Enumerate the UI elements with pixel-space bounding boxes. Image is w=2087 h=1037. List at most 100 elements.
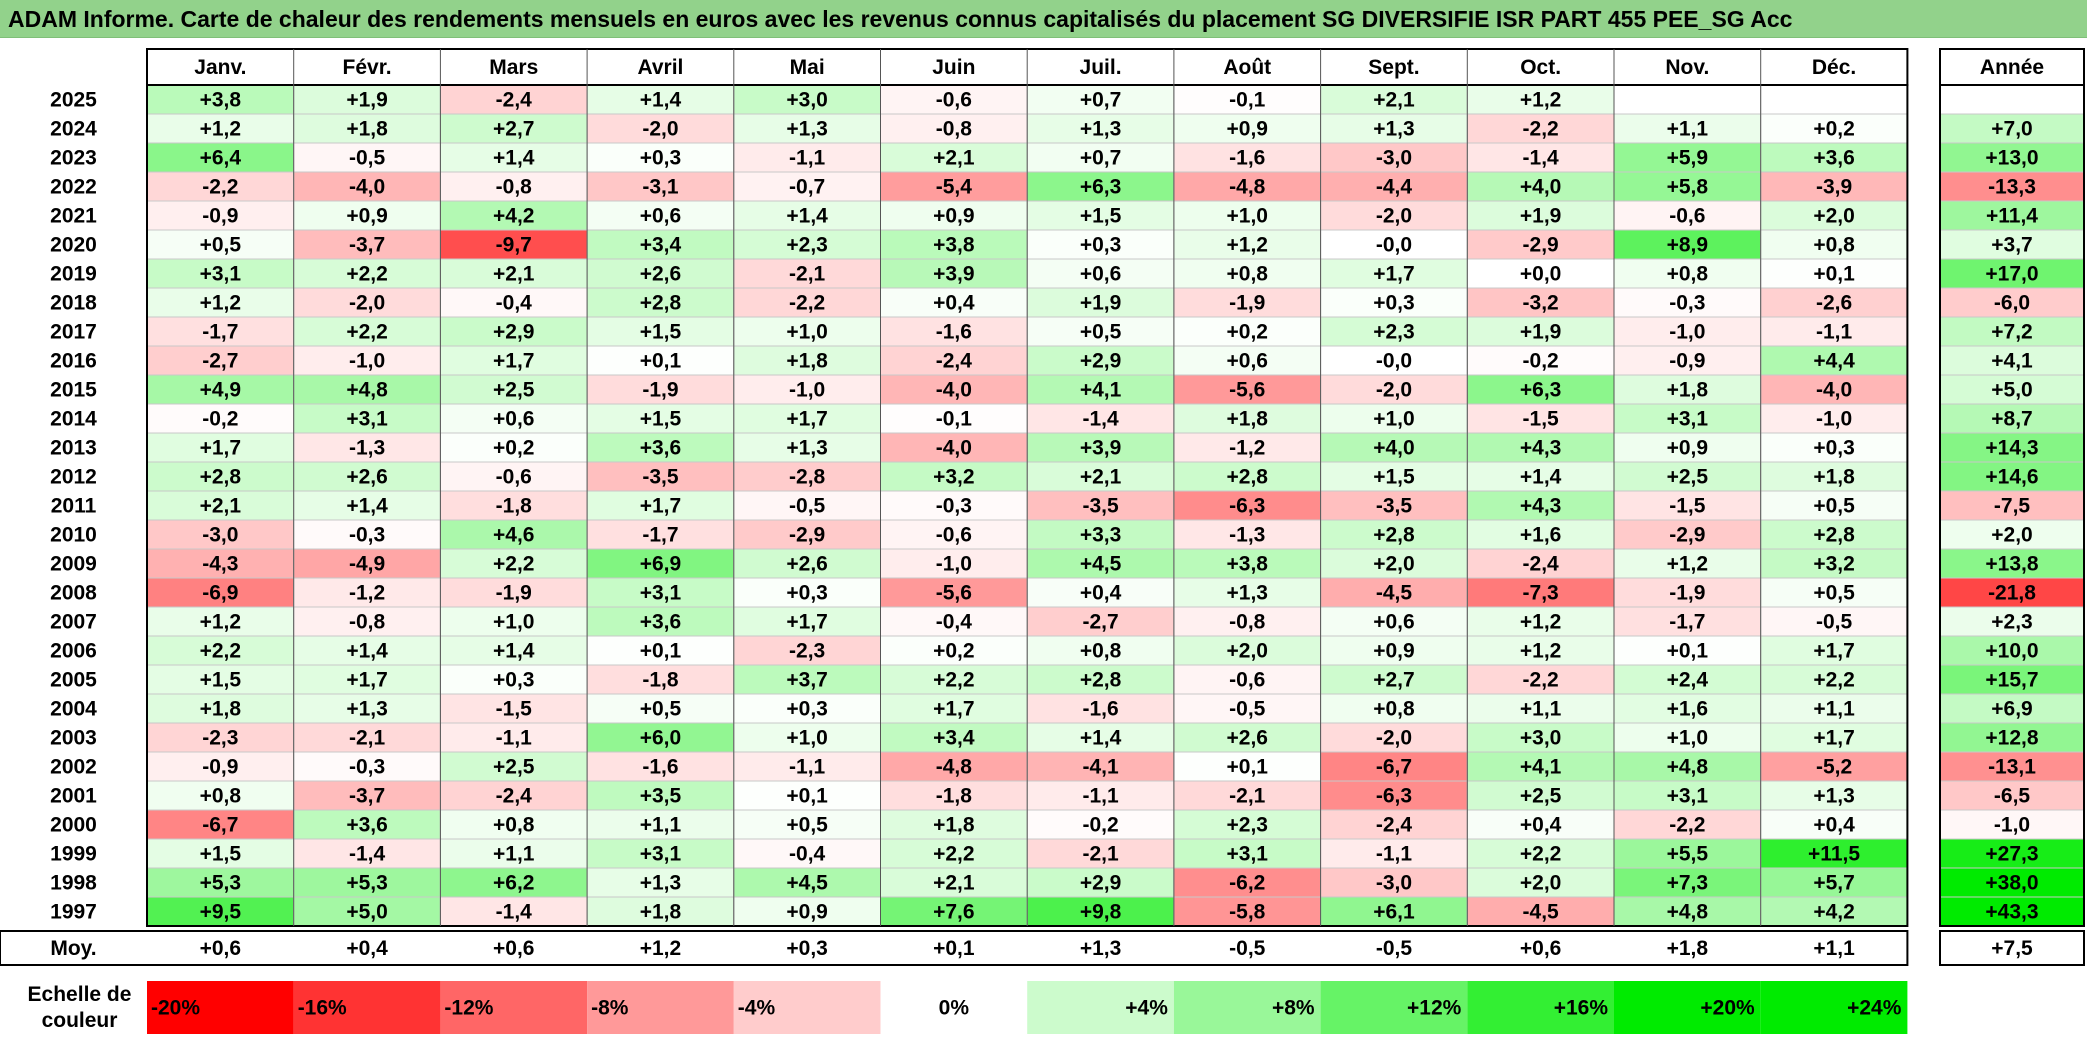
cell-1999-1 bbox=[146, 838, 295, 869]
cell-label-1997-7: +9,8 bbox=[1080, 901, 1122, 924]
cell-label-2013-7: +3,9 bbox=[1080, 437, 1121, 460]
color-scale-stop-7: +4% bbox=[1125, 997, 1168, 1020]
cell-2025-4 bbox=[586, 84, 735, 115]
cell-label-2024-8: +0,9 bbox=[1227, 118, 1268, 141]
annual-column-header: Année bbox=[1980, 56, 2044, 79]
cell-label-2003-9: -2,0 bbox=[1376, 727, 1412, 750]
cell-label-2023-1: +6,4 bbox=[200, 147, 242, 170]
cell-1999-11 bbox=[1613, 838, 1762, 869]
cell-label-2000-9: -2,4 bbox=[1376, 814, 1413, 837]
cell-label-2000-1: -6,7 bbox=[202, 814, 238, 837]
cell-label-2000-10: +0,4 bbox=[1520, 814, 1562, 837]
cell-label-2009-5: +2,6 bbox=[786, 553, 827, 576]
cell-2011-8 bbox=[1173, 490, 1322, 521]
cell-label-2001-7: -1,1 bbox=[1082, 785, 1119, 808]
year-label-2002: 2002 bbox=[50, 756, 97, 779]
annual-label-2011: -7,5 bbox=[1994, 495, 2031, 518]
cell-label-2008-10: -7,3 bbox=[1523, 582, 1559, 605]
year-label-2021: 2021 bbox=[50, 205, 97, 228]
cell-label-2022-4: -3,1 bbox=[642, 176, 679, 199]
annual-cell-2016 bbox=[1939, 345, 2085, 376]
cell-label-2017-9: +2,3 bbox=[1373, 321, 1414, 344]
cell-2009-3 bbox=[439, 548, 588, 579]
cell-label-2003-7: +1,4 bbox=[1080, 727, 1122, 750]
cell-label-2009-2: -4,9 bbox=[349, 553, 385, 576]
cell-label-2015-10: +6,3 bbox=[1520, 379, 1561, 402]
cell-2008-2 bbox=[293, 577, 441, 608]
column-header-2: Févr. bbox=[343, 56, 392, 79]
cell-label-2013-10: +4,3 bbox=[1520, 437, 1561, 460]
cell-label-2014-8: +1,8 bbox=[1227, 408, 1269, 431]
annual-header-frame bbox=[1939, 48, 2085, 86]
cell-2018-6 bbox=[880, 287, 1028, 318]
cell-label-2018-4: +2,8 bbox=[640, 292, 682, 315]
cell-label-2003-2: -2,1 bbox=[349, 727, 386, 750]
cell-label-2024-5: +1,3 bbox=[786, 118, 827, 141]
cell-label-2007-6: -0,4 bbox=[936, 611, 973, 634]
cell-label-1998-3: +6,2 bbox=[493, 872, 534, 895]
cell-label-2012-7: +2,1 bbox=[1080, 466, 1122, 489]
cell-label-2008-1: -6,9 bbox=[202, 582, 238, 605]
cell-label-1997-1: +9,5 bbox=[200, 901, 242, 924]
cell-label-2012-8: +2,8 bbox=[1227, 466, 1269, 489]
cell-label-2002-4: -1,6 bbox=[642, 756, 678, 779]
cell-2007-6 bbox=[880, 606, 1028, 637]
cell-label-2011-3: -1,8 bbox=[496, 495, 533, 518]
column-header-11: Nov. bbox=[1665, 56, 1709, 79]
cell-label-2014-3: +0,6 bbox=[493, 408, 534, 431]
average-value-6: +0,1 bbox=[933, 937, 975, 960]
cell-label-2011-10: +4,3 bbox=[1520, 495, 1561, 518]
cell-2001-5 bbox=[733, 780, 881, 811]
cell-2006-9 bbox=[1320, 635, 1468, 666]
cell-label-2011-5: -0,5 bbox=[789, 495, 826, 518]
year-label-2022: 2022 bbox=[50, 176, 97, 199]
cell-label-1998-8: -6,2 bbox=[1229, 872, 1265, 895]
cell-label-2012-11: +2,5 bbox=[1667, 466, 1709, 489]
cell-2025-8 bbox=[1173, 84, 1322, 115]
cell-label-2009-9: +2,0 bbox=[1373, 553, 1414, 576]
cell-label-2013-6: -4,0 bbox=[936, 437, 972, 460]
cell-label-2025-9: +2,1 bbox=[1373, 89, 1415, 112]
cell-2002-9 bbox=[1320, 751, 1468, 782]
cell-label-2005-7: +2,8 bbox=[1080, 669, 1122, 692]
cell-label-1999-3: +1,1 bbox=[493, 843, 535, 866]
cell-2024-2 bbox=[293, 113, 441, 144]
cell-label-2001-12: +1,3 bbox=[1813, 785, 1854, 808]
cell-label-2000-11: -2,2 bbox=[1669, 814, 1705, 837]
cell-label-2007-5: +1,7 bbox=[786, 611, 827, 634]
cell-label-2007-10: +1,2 bbox=[1520, 611, 1561, 634]
cell-label-2001-10: +2,5 bbox=[1520, 785, 1562, 808]
color-scale-swatch-9 bbox=[1320, 981, 1468, 1034]
cell-label-2001-4: +3,5 bbox=[640, 785, 682, 808]
cell-2013-8 bbox=[1173, 432, 1322, 463]
cell-label-2009-3: +2,2 bbox=[493, 553, 534, 576]
cell-label-2015-9: -2,0 bbox=[1376, 379, 1412, 402]
cell-2002-2 bbox=[293, 751, 441, 782]
cell-2011-11 bbox=[1613, 490, 1762, 521]
color-scale-stop-3: -12% bbox=[444, 997, 493, 1020]
annual-label-2024: +7,0 bbox=[1991, 118, 2032, 141]
cell-label-2022-8: -4,8 bbox=[1229, 176, 1266, 199]
annual-cell-1997 bbox=[1939, 896, 2085, 927]
cell-label-1997-2: +5,0 bbox=[346, 901, 387, 924]
cell-label-2018-11: -0,3 bbox=[1669, 292, 1705, 315]
cell-label-1999-2: -1,4 bbox=[349, 843, 386, 866]
cell-label-2019-1: +3,1 bbox=[200, 263, 242, 286]
cell-label-2021-5: +1,4 bbox=[786, 205, 828, 228]
cell-2014-10 bbox=[1466, 403, 1615, 434]
cell-label-2016-5: +1,8 bbox=[786, 350, 828, 373]
color-scale-swatch-3 bbox=[440, 981, 588, 1034]
cell-label-2002-11: +4,8 bbox=[1667, 756, 1709, 779]
cell-label-2021-9: -2,0 bbox=[1376, 205, 1412, 228]
cell-label-2012-4: -3,5 bbox=[642, 466, 679, 489]
cell-label-2022-12: -3,9 bbox=[1816, 176, 1852, 199]
cell-label-2023-7: +0,7 bbox=[1080, 147, 1121, 170]
cell-1998-3 bbox=[439, 867, 588, 898]
cell-label-2003-3: -1,1 bbox=[496, 727, 533, 750]
annual-cell-2007 bbox=[1939, 606, 2085, 637]
color-scale-stop-6: 0% bbox=[939, 997, 970, 1020]
cell-label-2024-12: +0,2 bbox=[1813, 118, 1854, 141]
cell-2014-2 bbox=[293, 403, 441, 434]
cell-label-2007-1: +1,2 bbox=[200, 611, 241, 634]
cell-label-2012-3: -0,6 bbox=[496, 466, 532, 489]
